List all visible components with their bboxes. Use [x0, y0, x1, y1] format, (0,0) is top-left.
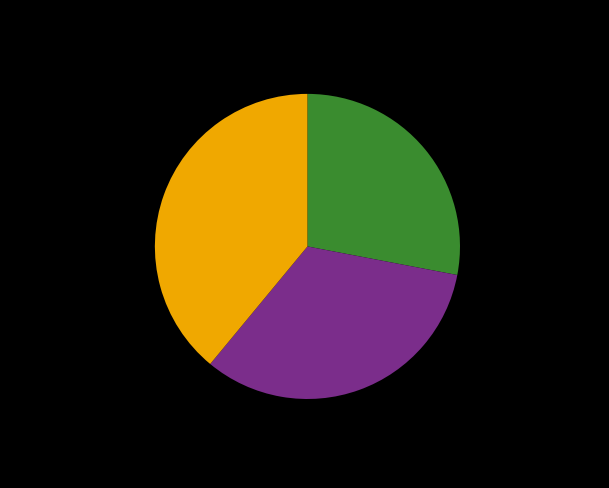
Wedge shape: [210, 246, 457, 399]
Wedge shape: [308, 94, 460, 275]
Wedge shape: [155, 94, 308, 364]
